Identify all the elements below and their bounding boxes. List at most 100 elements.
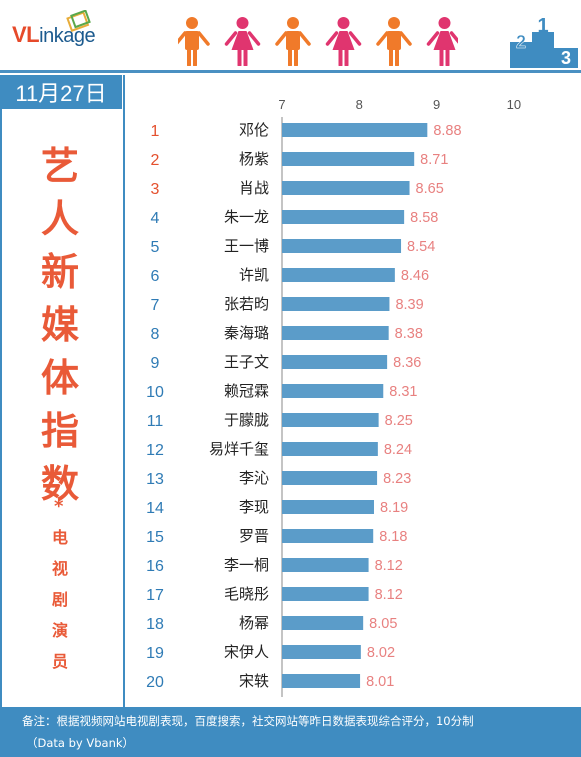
rank-number: 10: [146, 384, 164, 401]
bar: [282, 210, 405, 224]
x-tick-label: 8: [356, 97, 363, 112]
title-char: 新: [40, 250, 79, 294]
female-person-icon: [426, 17, 458, 66]
value-label: 8.71: [420, 152, 448, 168]
bar: [282, 500, 374, 514]
category-label: 宋轶: [239, 672, 269, 690]
male-person-icon: [376, 17, 412, 66]
bar: [282, 558, 369, 572]
logo-rest: inkage: [39, 25, 96, 47]
bar: [282, 587, 369, 601]
footnote: 备注：根据视频网站电视剧表现，百度搜索，社交网站等昨日数据表现综合评分，10分制: [22, 714, 474, 728]
rank-number: 4: [151, 210, 160, 227]
rank-number: 1: [151, 123, 160, 140]
title-char: 媒: [40, 303, 79, 347]
rank-number: 13: [146, 471, 164, 488]
rank-number: 3: [151, 181, 160, 198]
value-label: 8.54: [407, 239, 435, 255]
category-label: 于朦胧: [224, 411, 269, 429]
category-label: 张若昀: [224, 295, 269, 313]
x-tick-label: 10: [507, 97, 521, 112]
category-label: 易烊千玺: [209, 440, 269, 458]
category-label: 朱一龙: [224, 208, 269, 226]
value-label: 8.01: [366, 674, 394, 690]
title-char: 体: [40, 356, 79, 400]
rank-number: 6: [151, 268, 160, 285]
value-label: 8.36: [393, 355, 421, 371]
subtitle-char: 视: [51, 559, 68, 578]
value-label: 8.25: [385, 413, 413, 429]
header-divider: [0, 70, 581, 73]
value-label: 8.18: [379, 529, 407, 545]
rank-number: 18: [146, 616, 164, 633]
title-char: 人: [40, 197, 79, 241]
svg-text:3: 3: [561, 48, 571, 68]
bar: [282, 152, 415, 166]
value-label: 8.05: [369, 616, 397, 632]
title-star: *: [54, 496, 64, 517]
people-icons: [178, 17, 458, 66]
category-label: 赖冠霖: [224, 382, 269, 400]
rank-number: 9: [151, 355, 160, 372]
bar: [282, 413, 379, 427]
bar: [282, 239, 402, 253]
value-label: 8.65: [416, 181, 444, 197]
bar: [282, 674, 361, 688]
logo-mark-icon: [66, 10, 91, 32]
page-title: 艺人新媒体指数: [38, 140, 82, 511]
category-label: 邓伦: [239, 121, 269, 139]
category-label: 王一博: [224, 237, 269, 255]
value-label: 8.12: [375, 558, 403, 574]
male-person-icon: [275, 17, 311, 66]
x-tick-label: 7: [278, 97, 285, 112]
logo-prefix: VL: [12, 22, 40, 47]
rank-number: 16: [146, 558, 164, 575]
x-tick-label: 9: [433, 97, 440, 112]
rank-number: 5: [151, 239, 160, 256]
value-label: 8.12: [375, 587, 403, 603]
bar: [282, 645, 361, 659]
category-label: 李现: [239, 498, 269, 516]
rank-number: 17: [146, 587, 164, 604]
podium-icon: 2 1 3: [510, 15, 578, 68]
bar: [282, 442, 378, 456]
category-label: 秦海璐: [224, 324, 269, 342]
data-source: （Data by Vbank）: [26, 736, 135, 750]
value-label: 8.23: [383, 471, 411, 487]
bar: [282, 471, 378, 485]
rank-number: 2: [151, 152, 160, 169]
vlinkage-logo: VLinkage: [12, 22, 96, 48]
category-label: 宋伊人: [224, 643, 269, 661]
bar: [282, 529, 374, 543]
rank-number: 20: [146, 674, 164, 691]
category-label: 李沁: [239, 469, 269, 487]
title-char: 指: [40, 409, 79, 453]
category-label: 罗晋: [239, 527, 269, 545]
category-label: 杨紫: [239, 150, 269, 168]
value-label: 8.24: [384, 442, 412, 458]
rank-number: 19: [146, 645, 164, 662]
rank-number: 8: [151, 326, 160, 343]
rank-number: 12: [146, 442, 164, 459]
category-label: 肖战: [239, 179, 269, 197]
female-person-icon: [224, 17, 261, 66]
bar: [282, 326, 389, 340]
subtitle-char: 剧: [51, 590, 68, 609]
value-label: 8.46: [401, 268, 429, 284]
value-label: 8.39: [395, 297, 423, 313]
rank-number: 11: [147, 413, 164, 430]
bar: [282, 384, 384, 398]
ranking-bar-chart: 7 8 9 10 1 邓伦 8.88 2 杨紫 8.71 3 肖战 8.65 4 朱一龙 8.58 5 王一博 8.…: [146, 97, 521, 697]
value-label: 8.02: [367, 645, 395, 661]
svg-text:1: 1: [537, 15, 548, 37]
female-person-icon: [325, 17, 362, 66]
category-label: 杨幂: [239, 614, 269, 632]
subtitle-char: 电: [51, 528, 68, 547]
bar: [282, 181, 410, 195]
title-char: 艺: [40, 144, 79, 188]
date-label: 11月27日: [0, 75, 122, 109]
footer: 备注：根据视频网站电视剧表现，百度搜索，社交网站等昨日数据表现综合评分，10分制…: [0, 707, 581, 757]
svg-text:2: 2: [516, 32, 526, 52]
page-subtitle: 电视剧演员: [49, 522, 71, 677]
panel-divider: [123, 75, 125, 707]
